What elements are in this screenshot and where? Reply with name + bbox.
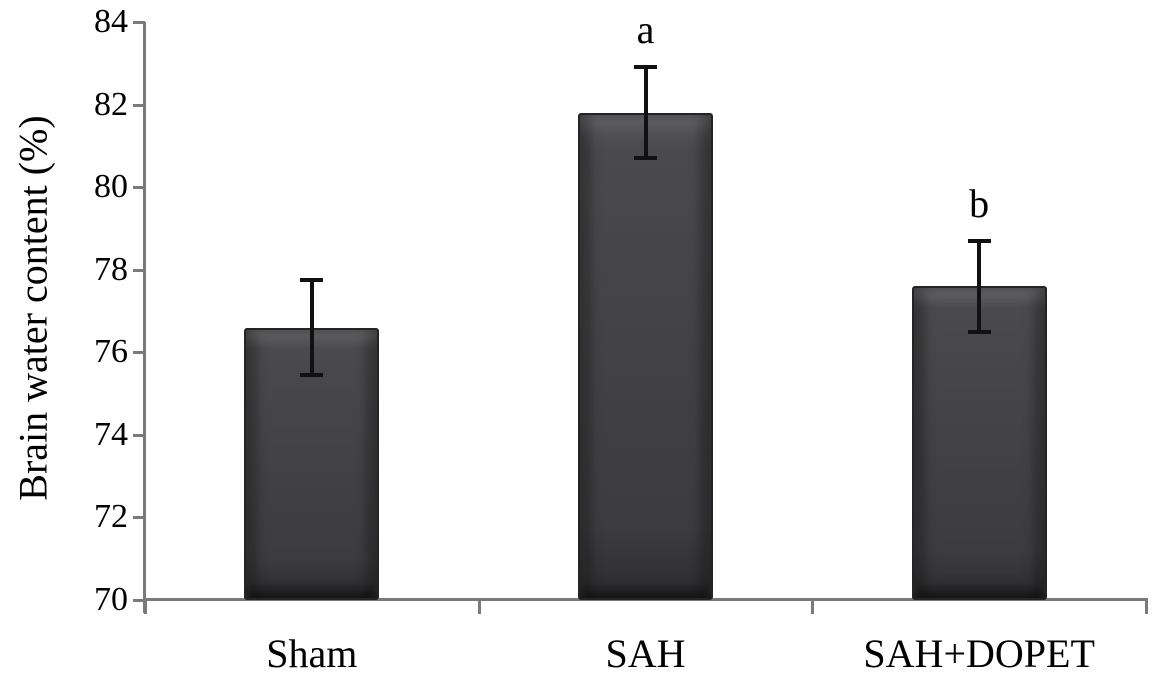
y-tick-label: 82 [94, 85, 128, 123]
y-tick-label: 84 [94, 3, 128, 40]
y-tick [133, 186, 145, 190]
significance-label: a [636, 7, 655, 53]
x-category-label: SAH [605, 631, 686, 676]
bar [911, 286, 1047, 600]
y-tick [133, 268, 145, 272]
y-tick-label: 76 [94, 333, 128, 371]
bar [578, 112, 713, 600]
y-tick-label: 78 [94, 250, 128, 288]
y-tick-label: 72 [94, 498, 128, 536]
y-tick [133, 516, 145, 520]
y-tick-label: 70 [94, 581, 128, 618]
y-tick [133, 433, 145, 437]
y-axis-title: Brain water content (%) [10, 115, 56, 501]
y-tick-label: 80 [94, 168, 128, 206]
error-bar-cap-bottom [300, 372, 324, 377]
y-tick [133, 103, 145, 107]
y-tick-label: 74 [94, 415, 128, 453]
x-tick [477, 600, 481, 614]
y-tick [133, 351, 145, 355]
error-bar-cap-bottom [967, 329, 991, 334]
x-category-label: Sham [266, 631, 358, 676]
x-category-label: SAH+DOPET [863, 631, 1095, 676]
y-tick [133, 599, 145, 602]
error-bar [977, 240, 982, 332]
error-bar [309, 280, 314, 375]
x-tick [144, 600, 147, 614]
significance-label: b [969, 180, 990, 226]
error-bar-cap-bottom [634, 156, 657, 161]
x-tick [811, 600, 815, 614]
y-axis-line [143, 22, 146, 613]
error-bar-cap-top [967, 238, 991, 243]
x-tick [1145, 600, 1148, 614]
error-bar-cap-top [300, 278, 324, 283]
error-bar [643, 67, 648, 159]
y-tick [133, 21, 145, 24]
error-bar-cap-top [634, 65, 657, 70]
